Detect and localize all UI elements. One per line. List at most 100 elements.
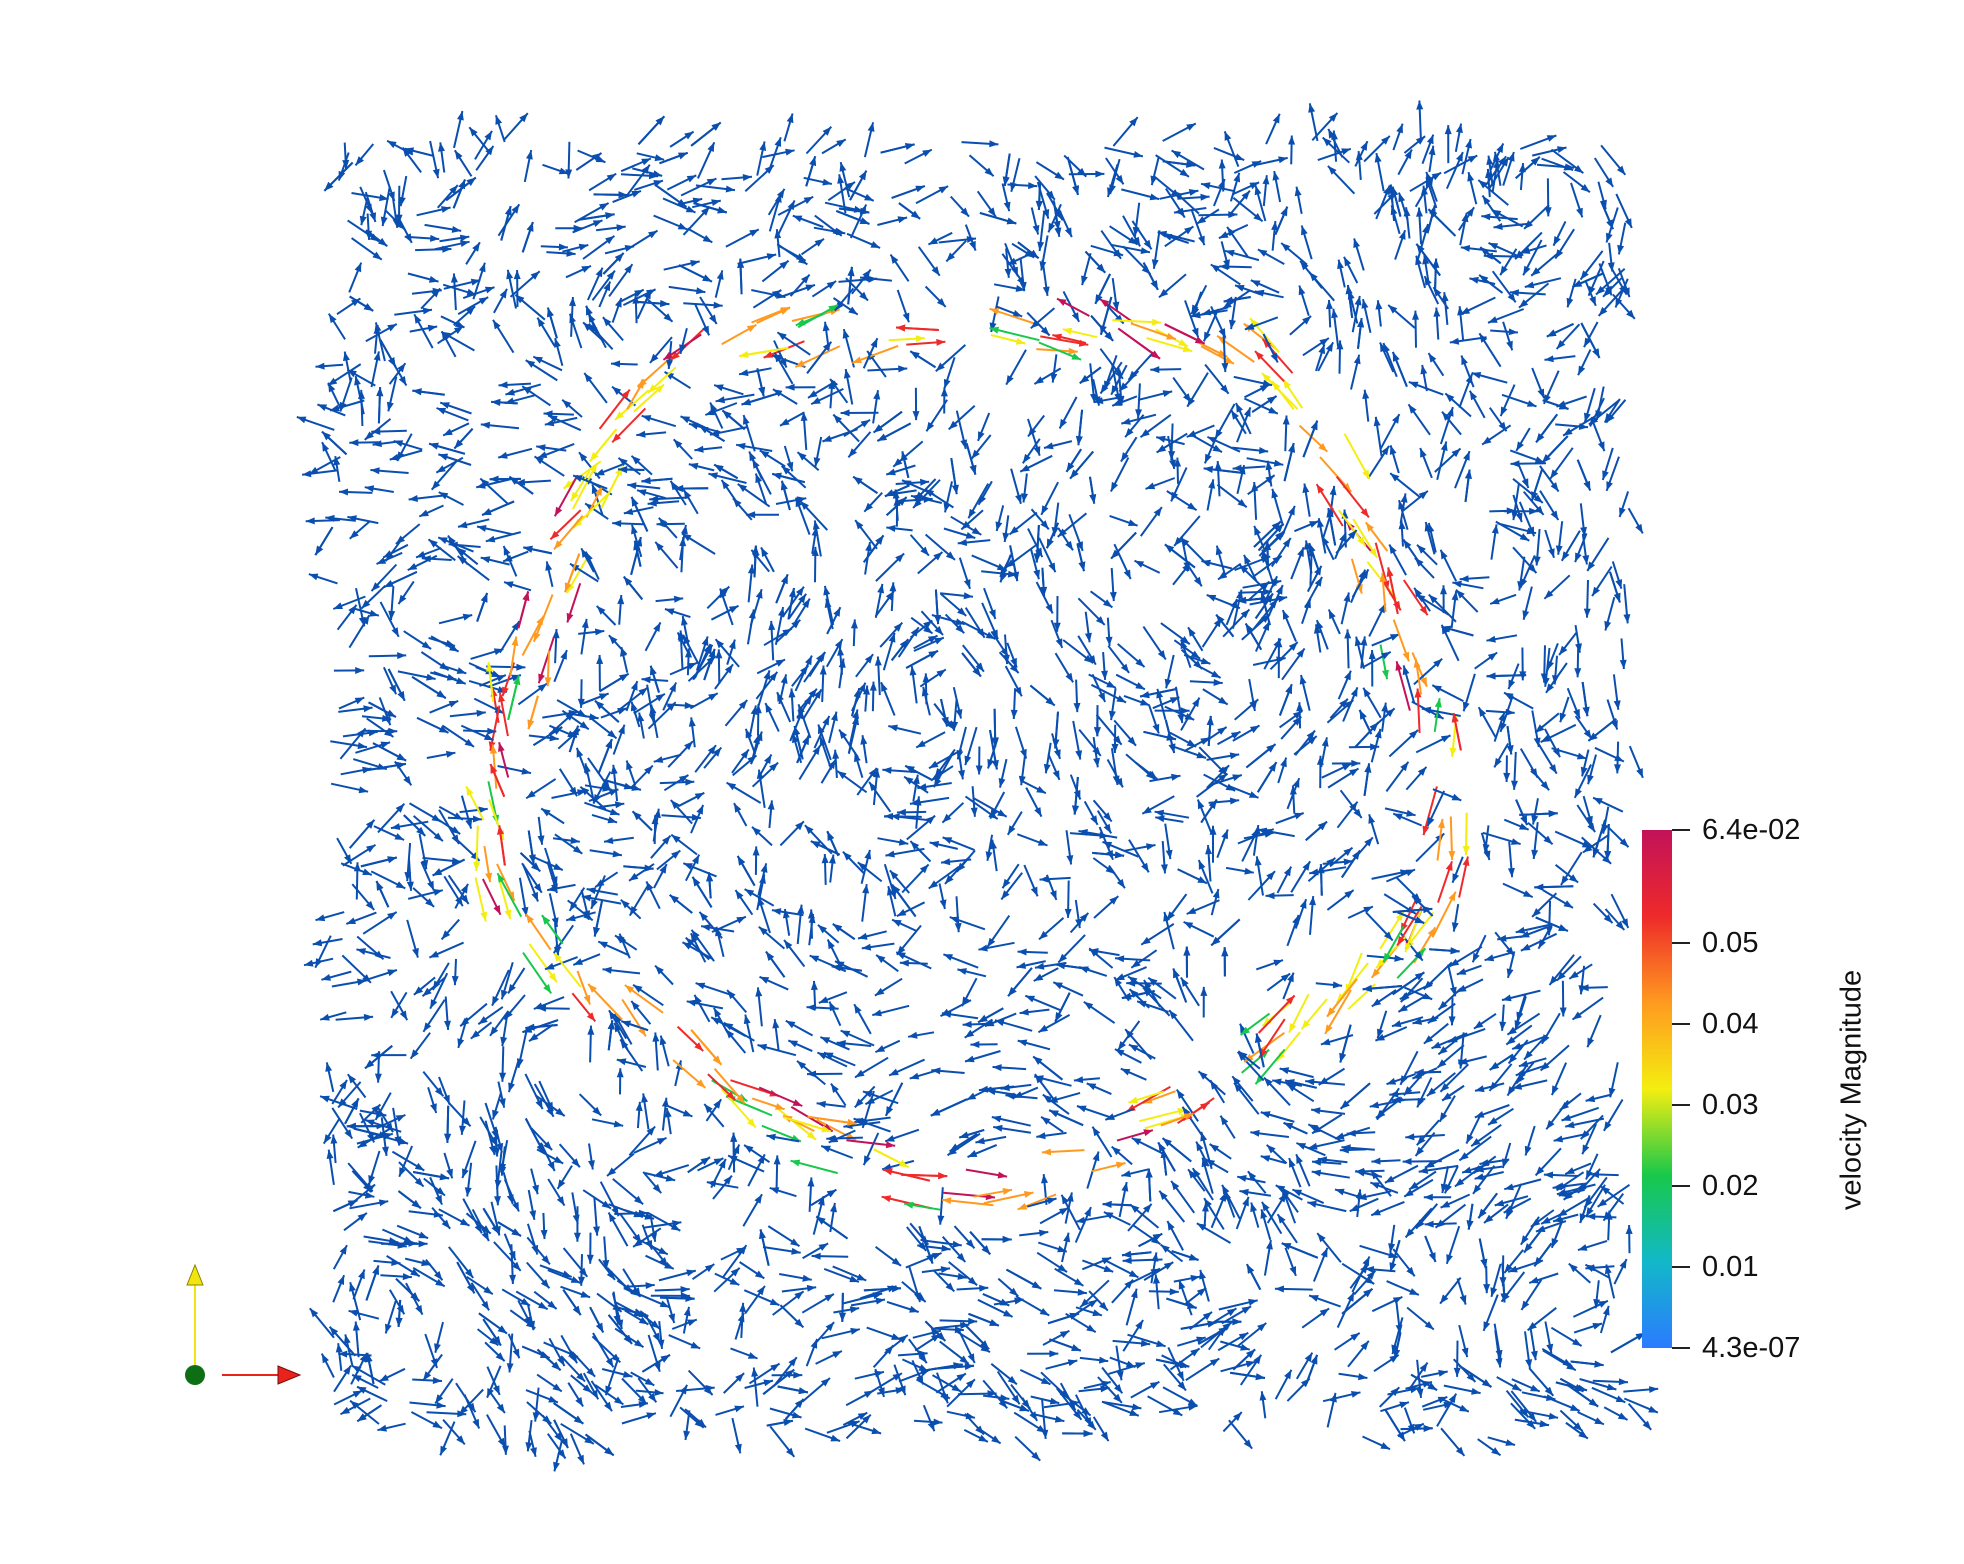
velocity-arrow-glyph	[1357, 317, 1365, 349]
velocity-arrow-glyph	[847, 715, 859, 754]
colorbar-tick	[1672, 1185, 1690, 1188]
velocity-arrow-glyph	[519, 852, 541, 873]
velocity-arrow-glyph	[589, 428, 618, 462]
velocity-arrow-glyph	[1246, 1263, 1262, 1291]
velocity-arrow-glyph	[1040, 481, 1059, 516]
velocity-arrow-glyph	[782, 908, 791, 936]
velocity-arrow-glyph	[1114, 1048, 1142, 1064]
velocity-arrow-glyph	[1079, 1356, 1109, 1364]
velocity-arrow-glyph	[801, 1293, 835, 1314]
velocity-arrow-glyph	[916, 1378, 951, 1400]
velocity-arrow-glyph	[1244, 316, 1279, 331]
velocity-arrow-glyph	[1450, 590, 1459, 629]
velocity-arrow-glyph	[1081, 253, 1092, 286]
velocity-arrow-glyph	[321, 430, 348, 456]
velocity-arrow-glyph	[1581, 681, 1590, 717]
velocity-arrow-glyph	[1142, 262, 1159, 291]
velocity-arrow-glyph	[1290, 546, 1305, 580]
velocity-arrow-glyph	[1274, 1285, 1313, 1293]
velocity-arrow-glyph	[335, 1343, 343, 1371]
velocity-arrow-glyph	[515, 478, 551, 486]
velocity-arrow-glyph	[333, 1364, 352, 1393]
velocity-arrow-glyph	[1613, 1258, 1628, 1285]
velocity-arrow-glyph	[633, 692, 666, 715]
velocity-arrow-glyph	[1109, 567, 1117, 602]
velocity-arrow-glyph	[1452, 580, 1484, 590]
velocity-arrow-glyph	[1200, 345, 1235, 365]
velocity-arrow-glyph	[375, 880, 390, 908]
velocity-arrow-glyph	[1093, 705, 1101, 737]
velocity-arrow-glyph	[1504, 1178, 1542, 1191]
velocity-arrow-glyph	[525, 359, 558, 382]
velocity-arrow-glyph	[1162, 1386, 1198, 1407]
velocity-arrow-glyph	[978, 1085, 1015, 1093]
velocity-arrow-glyph	[1217, 730, 1241, 746]
velocity-arrow-glyph	[1371, 1157, 1401, 1165]
velocity-arrow-glyph	[480, 556, 510, 566]
velocity-arrow-glyph	[1462, 673, 1476, 712]
velocity-arrow-glyph	[1069, 912, 1090, 934]
velocity-arrow-glyph	[558, 768, 578, 797]
velocity-arrow-glyph	[781, 1284, 817, 1293]
velocity-arrow-glyph	[1523, 1034, 1548, 1061]
velocity-arrow-glyph	[578, 628, 605, 636]
velocity-arrow-glyph	[1017, 241, 1040, 259]
velocity-arrow-glyph	[1337, 670, 1352, 700]
velocity-arrow-glyph	[686, 999, 724, 1010]
velocity-arrow-glyph	[474, 130, 493, 160]
velocity-arrow-glyph	[897, 626, 920, 658]
velocity-arrow-glyph	[502, 1425, 509, 1455]
velocity-arrow-glyph	[636, 489, 667, 500]
velocity-arrow-glyph	[1522, 586, 1533, 621]
velocity-arrow-glyph	[775, 496, 807, 505]
velocity-arrow-glyph	[744, 1285, 766, 1315]
velocity-arrow-glyph	[370, 563, 398, 592]
velocity-arrow-glyph	[1413, 658, 1423, 695]
velocity-arrow-glyph	[1274, 206, 1289, 235]
velocity-arrow-glyph	[851, 268, 872, 295]
velocity-arrow-glyph	[1039, 875, 1071, 883]
velocity-arrow-glyph	[404, 234, 440, 242]
velocity-arrow-glyph	[1334, 532, 1347, 560]
velocity-arrow-glyph	[1094, 273, 1111, 305]
velocity-arrow-glyph	[1327, 128, 1344, 158]
velocity-arrow-glyph	[1212, 178, 1226, 207]
velocity-arrow-glyph	[1552, 220, 1567, 247]
velocity-arrow-glyph	[1283, 1121, 1308, 1135]
velocity-arrow-glyph	[989, 729, 999, 770]
velocity-arrow-glyph	[1134, 559, 1161, 574]
velocity-arrow-glyph	[309, 1307, 335, 1339]
velocity-arrow-glyph	[593, 900, 604, 937]
velocity-arrow-glyph	[635, 1101, 643, 1129]
velocity-arrow-glyph	[1289, 785, 1297, 814]
velocity-arrow-glyph	[1487, 1436, 1516, 1446]
velocity-arrow-glyph	[489, 763, 506, 798]
velocity-arrow-glyph	[1617, 222, 1627, 255]
velocity-arrow-glyph	[694, 303, 711, 336]
velocity-arrow-glyph	[1281, 647, 1306, 681]
velocity-arrow-glyph	[1556, 1183, 1596, 1196]
velocity-arrow-glyph	[377, 1422, 406, 1432]
velocity-arrow-glyph	[1541, 1347, 1573, 1368]
velocity-arrow-glyph	[1091, 1126, 1113, 1158]
velocity-arrow-glyph	[466, 1275, 494, 1296]
velocity-arrow-glyph	[471, 1208, 490, 1242]
velocity-arrow-glyph	[1603, 1098, 1624, 1132]
velocity-arrow-glyph	[751, 761, 779, 788]
velocity-arrow-glyph	[1203, 429, 1221, 464]
velocity-arrow-glyph	[412, 1377, 443, 1384]
velocity-arrow-glyph	[621, 1412, 657, 1425]
velocity-arrow-glyph	[1583, 579, 1591, 618]
velocity-arrow-glyph	[1559, 1409, 1584, 1432]
velocity-arrow-glyph	[1316, 1232, 1342, 1263]
velocity-arrow-glyph	[1306, 565, 1323, 593]
velocity-arrow-glyph	[925, 399, 948, 432]
velocity-arrow-glyph	[664, 1107, 672, 1135]
velocity-arrow-glyph	[421, 976, 446, 997]
velocity-arrow-glyph	[542, 163, 569, 175]
velocity-arrow-glyph	[1335, 475, 1370, 519]
velocity-arrow-glyph	[1501, 393, 1537, 408]
velocity-arrow-glyph	[477, 1006, 504, 1026]
